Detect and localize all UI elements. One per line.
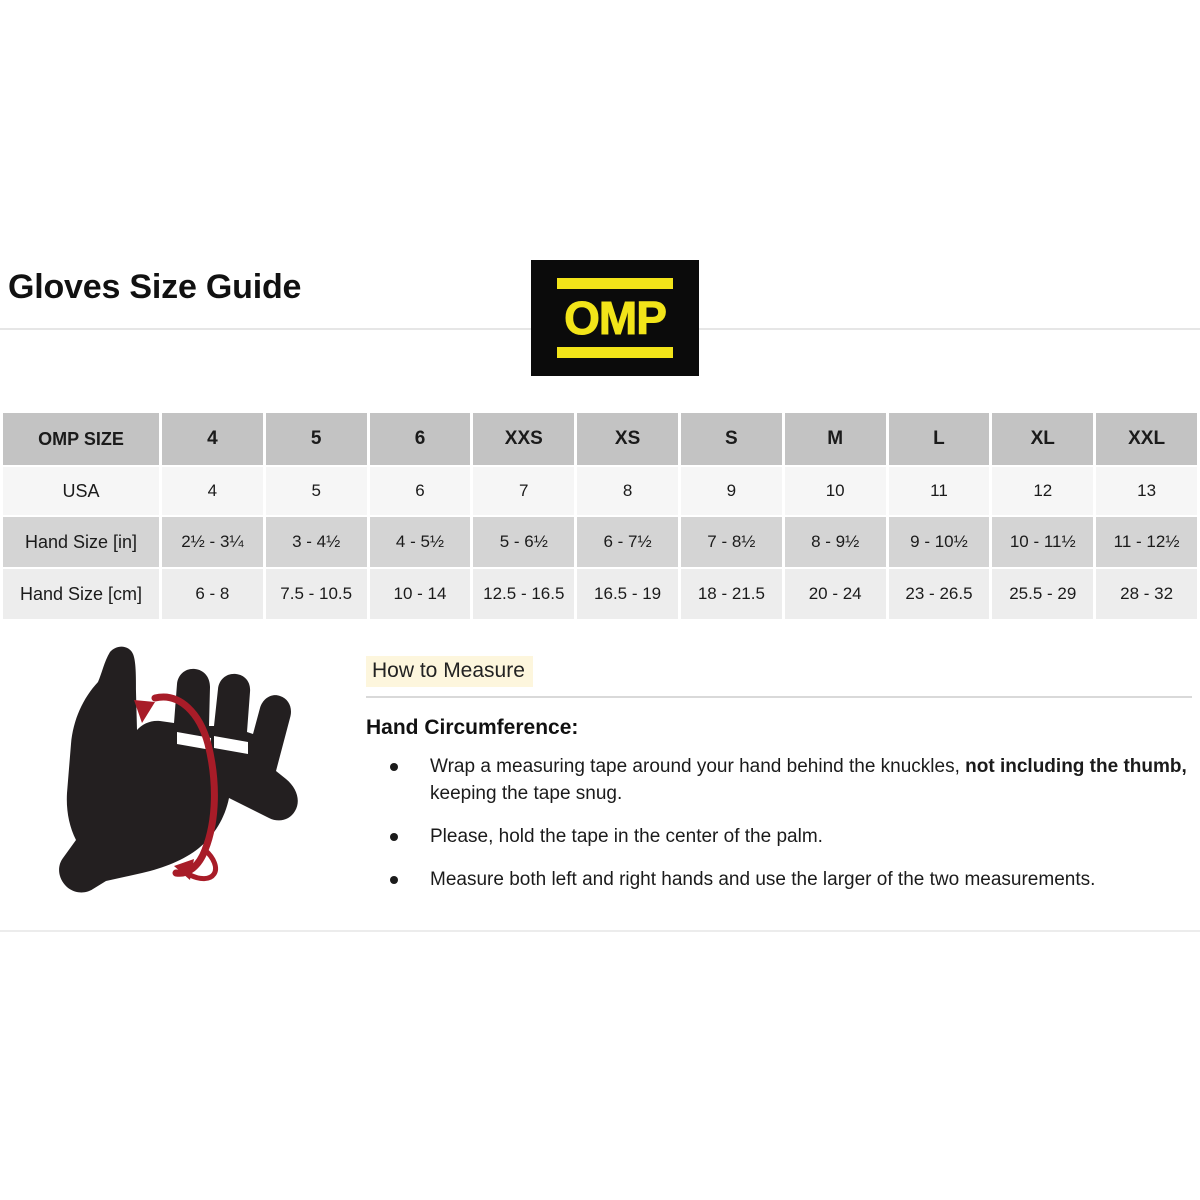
logo-bar-bottom xyxy=(557,347,673,358)
cell-omp-size-xs: XS xyxy=(577,413,678,465)
hand-illustration-svg xyxy=(59,646,298,893)
bullet-dot-icon xyxy=(390,876,398,884)
logo-bar-top xyxy=(557,278,673,289)
cell-in-xs: 6 - 7½ xyxy=(577,517,678,567)
row-label-omp-size: OMP SIZE xyxy=(3,413,159,465)
cell-cm-xs: 16.5 - 19 xyxy=(577,569,678,619)
bottom-divider xyxy=(0,930,1200,932)
cell-cm-xxs: 12.5 - 16.5 xyxy=(473,569,575,619)
cell-omp-size-l: L xyxy=(888,413,990,465)
list-item: Wrap a measuring tape around your hand b… xyxy=(366,754,1192,808)
cell-omp-size-xxs: XXS xyxy=(473,413,575,465)
bullet-text-part1: Measure both left and right hands and us… xyxy=(430,869,1096,890)
cell-usa-xxs: 7 xyxy=(473,467,575,515)
cell-omp-size-6: 6 xyxy=(369,413,471,465)
cell-in-m: 8 - 9½ xyxy=(784,517,886,567)
measure-instructions-panel: How to Measure Hand Circumference: Wrap … xyxy=(366,656,1192,910)
cell-cm-xl: 25.5 - 29 xyxy=(992,569,1094,619)
measuring-tape-loop xyxy=(151,693,218,877)
row-label-usa: USA xyxy=(3,467,159,515)
tape-arrow-top-icon xyxy=(134,700,155,723)
bullet-dot-icon xyxy=(390,763,398,772)
cell-omp-size-m: M xyxy=(784,413,886,465)
cell-usa-xl: 12 xyxy=(992,467,1094,515)
measure-bullet-list: Wrap a measuring tape around your hand b… xyxy=(366,754,1192,894)
cell-cm-s: 18 - 21.5 xyxy=(680,569,782,619)
table-row-omp-size: OMP SIZE 4 5 6 XXS XS S M L XL XXL xyxy=(3,413,1197,465)
cell-in-xl: 10 - 11½ xyxy=(992,517,1094,567)
row-label-hand-size-in: Hand Size [in] xyxy=(3,517,159,567)
cell-omp-size-4: 4 xyxy=(162,413,263,465)
list-item: Measure both left and right hands and us… xyxy=(366,867,1192,894)
hand-circumference-heading: Hand Circumference: xyxy=(366,716,579,740)
bullet-text-part1: Wrap a measuring tape around your hand b… xyxy=(430,756,966,778)
hand-measurement-diagram xyxy=(14,640,354,918)
cell-cm-m: 20 - 24 xyxy=(784,569,886,619)
cell-usa-xs: 8 xyxy=(577,467,678,515)
cell-usa-m: 10 xyxy=(784,467,886,515)
cell-in-l: 9 - 10½ xyxy=(888,517,990,567)
cell-cm-l: 23 - 26.5 xyxy=(888,569,990,619)
finger-gap-2 xyxy=(214,736,248,754)
cell-usa-xxl: 13 xyxy=(1096,467,1197,515)
measuring-tape-back xyxy=(187,847,219,882)
how-to-measure-label: How to Measure xyxy=(366,656,533,688)
cell-usa-6: 6 xyxy=(369,467,471,515)
cell-cm-5: 7.5 - 10.5 xyxy=(265,569,367,619)
list-item: Please, hold the tape in the center of t… xyxy=(366,824,1192,851)
cell-in-6: 4 - 5½ xyxy=(369,517,471,567)
bullet-text-part1: Please, hold the tape in the center of t… xyxy=(430,826,823,848)
cell-omp-size-xxl: XXL xyxy=(1096,413,1197,465)
table-row-hand-size-cm: Hand Size [cm] 6 - 8 7.5 - 10.5 10 - 14 … xyxy=(3,569,1197,619)
table-row-hand-size-in: Hand Size [in] 2½ - 3¼ 3 - 4½ 4 - 5½ 5 -… xyxy=(3,517,1197,567)
cell-in-xxs: 5 - 6½ xyxy=(473,517,575,567)
logo-wordmark: OMP xyxy=(564,292,668,344)
bullet-text-bold: not including the thumb, xyxy=(965,756,1187,778)
omp-logo: OMP xyxy=(531,260,699,376)
hand-silhouette-icon xyxy=(59,646,298,893)
table-row-usa: USA 4 5 6 7 8 9 10 11 12 13 xyxy=(3,467,1197,515)
tape-arrow-bottom-icon xyxy=(174,859,194,880)
cell-in-xxl: 11 - 12½ xyxy=(1096,517,1197,567)
cell-usa-5: 5 xyxy=(265,467,367,515)
cell-omp-size-s: S xyxy=(680,413,782,465)
cell-in-4: 2½ - 3¼ xyxy=(162,517,263,567)
row-label-hand-size-cm: Hand Size [cm] xyxy=(3,569,159,619)
cell-in-5: 3 - 4½ xyxy=(265,517,367,567)
page-title: Gloves Size Guide xyxy=(8,268,302,306)
bullet-text-part2: keeping the tape snug. xyxy=(430,783,623,805)
cell-usa-4: 4 xyxy=(162,467,263,515)
cell-cm-4: 6 - 8 xyxy=(162,569,263,619)
size-chart-table: OMP SIZE 4 5 6 XXS XS S M L XL XXL USA 4… xyxy=(0,411,1200,621)
panel-divider xyxy=(366,696,1192,699)
cell-cm-6: 10 - 14 xyxy=(369,569,471,619)
cell-omp-size-5: 5 xyxy=(265,413,367,465)
cell-omp-size-xl: XL xyxy=(992,413,1094,465)
cell-usa-l: 11 xyxy=(888,467,990,515)
cell-in-s: 7 - 8½ xyxy=(680,517,782,567)
bullet-dot-icon xyxy=(390,833,398,842)
cell-usa-s: 9 xyxy=(680,467,782,515)
cell-cm-xxl: 28 - 32 xyxy=(1096,569,1197,619)
how-to-measure-section: How to Measure Hand Circumference: Wrap … xyxy=(0,634,1200,924)
